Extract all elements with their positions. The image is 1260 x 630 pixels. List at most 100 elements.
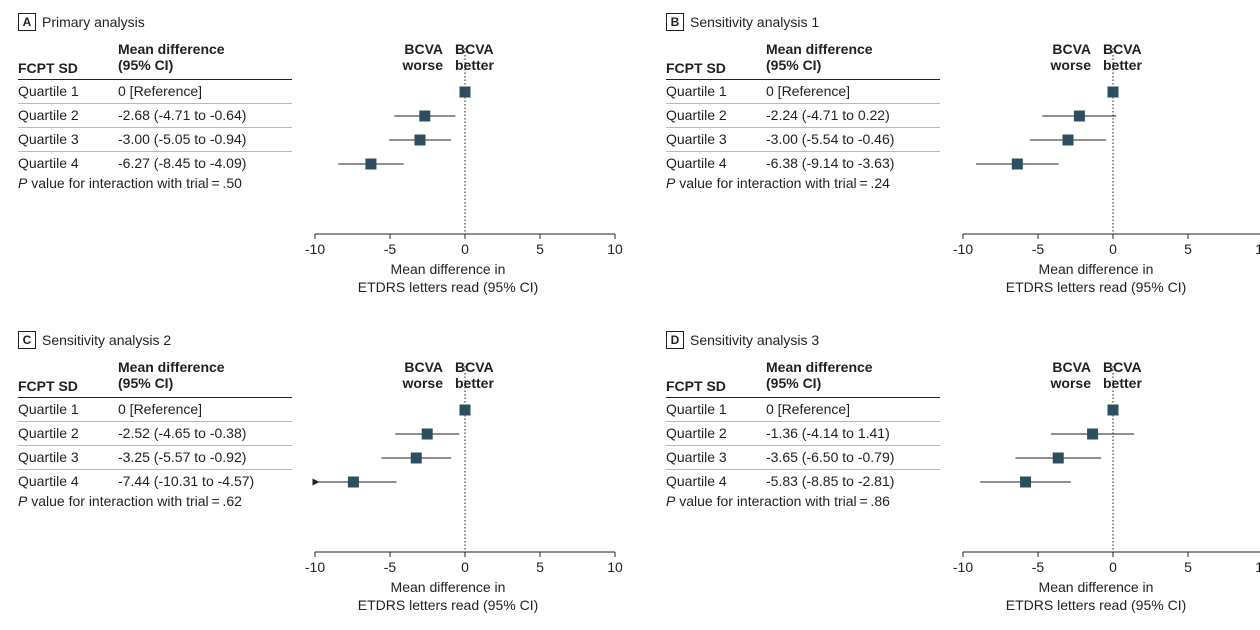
panel-letter: B <box>666 13 684 31</box>
x-tick-label: 5 <box>1184 241 1192 257</box>
x-tick-label: -5 <box>384 559 397 575</box>
mean-difference-header-line2: (95% CI) <box>766 57 822 73</box>
mean-difference-header: Mean difference (95% CI) <box>766 41 873 73</box>
forest-panel-a: A Primary analysis Mean difference (95% … <box>18 12 638 312</box>
point-estimate <box>1062 134 1074 146</box>
table-row: Quartile 2 -2.68 (-4.71 to -0.64) <box>18 104 292 128</box>
p-value-note: P value for interaction with trial = .50 <box>18 175 242 191</box>
x-tick-label: 10 <box>607 241 623 257</box>
header-rule <box>18 79 292 80</box>
fcpt-sd-header: FCPT SD <box>18 60 78 76</box>
bcva-worse-label: BCVA worse <box>383 359 443 391</box>
table-row: Quartile 3 -3.00 (-5.54 to -0.46) <box>666 128 940 152</box>
point-estimate <box>365 158 377 170</box>
bcva-worse-label-line2: worse <box>1050 375 1091 391</box>
p-value-note: P value for interaction with trial = .24 <box>666 175 890 191</box>
table-row: Quartile 4 -6.27 (-8.45 to -4.09) <box>18 152 292 175</box>
row-label: Quartile 1 <box>666 83 727 99</box>
point-estimate <box>421 428 433 440</box>
row-label: Quartile 4 <box>666 473 727 489</box>
mean-difference-header-line2: (95% CI) <box>766 375 822 391</box>
x-tick-label: -5 <box>1032 241 1045 257</box>
mean-difference-header-line1: Mean difference <box>118 359 225 375</box>
x-axis-title-line2: ETDRS letters read (95% CI) <box>1005 279 1187 295</box>
row-estimate: -6.38 (-9.14 to -3.63) <box>766 155 895 171</box>
bcva-worse-label-line2: worse <box>402 57 443 73</box>
x-tick-label: 5 <box>1184 559 1192 575</box>
table-row: Quartile 3 -3.25 (-5.57 to -0.92) <box>18 446 292 470</box>
point-estimate <box>1107 404 1119 416</box>
header-rule <box>18 397 292 398</box>
panel-header: A Primary analysis <box>18 12 145 32</box>
row-estimate: -2.52 (-4.65 to -0.38) <box>118 425 247 441</box>
panel-letter: C <box>18 331 36 349</box>
x-axis-title: Mean difference in ETDRS letters read (9… <box>946 578 1246 614</box>
table-row: Quartile 1 0 [Reference] <box>666 80 940 104</box>
row-label: Quartile 4 <box>666 155 727 171</box>
x-axis-title: Mean difference in ETDRS letters read (9… <box>298 260 598 296</box>
x-tick-label: 10 <box>607 559 623 575</box>
p-value-text: value for interaction with trial = .86 <box>675 493 890 509</box>
row-label: Quartile 2 <box>18 107 79 123</box>
x-axis-title: Mean difference in ETDRS letters read (9… <box>946 260 1246 296</box>
forest-plot: -10 -5 0 5 10 <box>953 366 1260 575</box>
fcpt-sd-header: FCPT SD <box>18 378 78 394</box>
panel-title: Primary analysis <box>42 14 145 30</box>
x-axis-title-line2: ETDRS letters read (95% CI) <box>1005 597 1187 613</box>
x-tick-label: -5 <box>1032 559 1045 575</box>
x-tick-label: -10 <box>305 241 325 257</box>
bcva-worse-label: BCVA worse <box>383 41 443 73</box>
panel-header: B Sensitivity analysis 1 <box>666 12 819 32</box>
x-tick-label: 5 <box>536 241 544 257</box>
point-estimate <box>1052 452 1064 464</box>
row-estimate: -3.65 (-6.50 to -0.79) <box>766 449 895 465</box>
row-estimate: -2.68 (-4.71 to -0.64) <box>118 107 247 123</box>
bcva-worse-label-line1: BCVA <box>1052 41 1091 57</box>
x-tick-label: 0 <box>1109 241 1117 257</box>
point-estimate <box>1020 476 1032 488</box>
x-tick-label: -10 <box>953 559 973 575</box>
table-row: Quartile 1 0 [Reference] <box>18 398 292 422</box>
panel-title: Sensitivity analysis 1 <box>690 14 820 30</box>
row-label: Quartile 3 <box>18 131 79 147</box>
fcpt-sd-header: FCPT SD <box>666 60 726 76</box>
row-estimate: 0 [Reference] <box>766 401 851 417</box>
row-estimate: -7.44 (-10.31 to -4.57) <box>118 473 255 489</box>
forest-panel-d: D Sensitivity analysis 3 Mean difference… <box>666 330 1260 630</box>
mean-difference-header: Mean difference (95% CI) <box>118 41 225 73</box>
forest-plot: -10 -5 0 5 10 <box>305 48 623 257</box>
row-estimate: -5.83 (-8.85 to -2.81) <box>766 473 895 489</box>
x-tick-label: -5 <box>384 241 397 257</box>
p-value-symbol: P <box>666 175 676 191</box>
p-value-note: P value for interaction with trial = .86 <box>666 493 890 509</box>
p-value-symbol: P <box>18 493 28 509</box>
table-row: Quartile 1 0 [Reference] <box>666 398 940 422</box>
row-label: Quartile 3 <box>666 131 727 147</box>
row-estimate: -3.00 (-5.54 to -0.46) <box>766 131 895 147</box>
header-rule <box>666 79 940 80</box>
table-row: Quartile 3 -3.65 (-6.50 to -0.79) <box>666 446 940 470</box>
forest-panel-b: B Sensitivity analysis 1 Mean difference… <box>666 12 1260 312</box>
row-label: Quartile 4 <box>18 155 79 171</box>
row-estimate: -1.36 (-4.14 to 1.41) <box>766 425 890 441</box>
row-label: Quartile 1 <box>666 401 727 417</box>
panel-title: Sensitivity analysis 3 <box>690 332 820 348</box>
table-row: Quartile 3 -3.00 (-5.05 to -0.94) <box>18 128 292 152</box>
p-value-text: value for interaction with trial = .62 <box>27 493 242 509</box>
row-label: Quartile 2 <box>666 107 727 123</box>
x-tick-label: 0 <box>461 559 469 575</box>
x-tick-label: -10 <box>953 241 973 257</box>
p-value-symbol: P <box>18 175 28 191</box>
x-axis-title-line1: Mean difference in <box>1038 261 1154 277</box>
bcva-worse-label-line1: BCVA <box>404 41 443 57</box>
x-tick-label: 10 <box>1255 559 1260 575</box>
point-estimate <box>459 86 471 98</box>
x-tick-label: 0 <box>1109 559 1117 575</box>
table-row: Quartile 1 0 [Reference] <box>18 80 292 104</box>
panel-title: Sensitivity analysis 2 <box>42 332 172 348</box>
row-label: Quartile 3 <box>18 449 79 465</box>
row-label: Quartile 2 <box>18 425 79 441</box>
point-estimate <box>410 452 422 464</box>
header-rule <box>666 397 940 398</box>
point-estimate <box>419 110 431 122</box>
